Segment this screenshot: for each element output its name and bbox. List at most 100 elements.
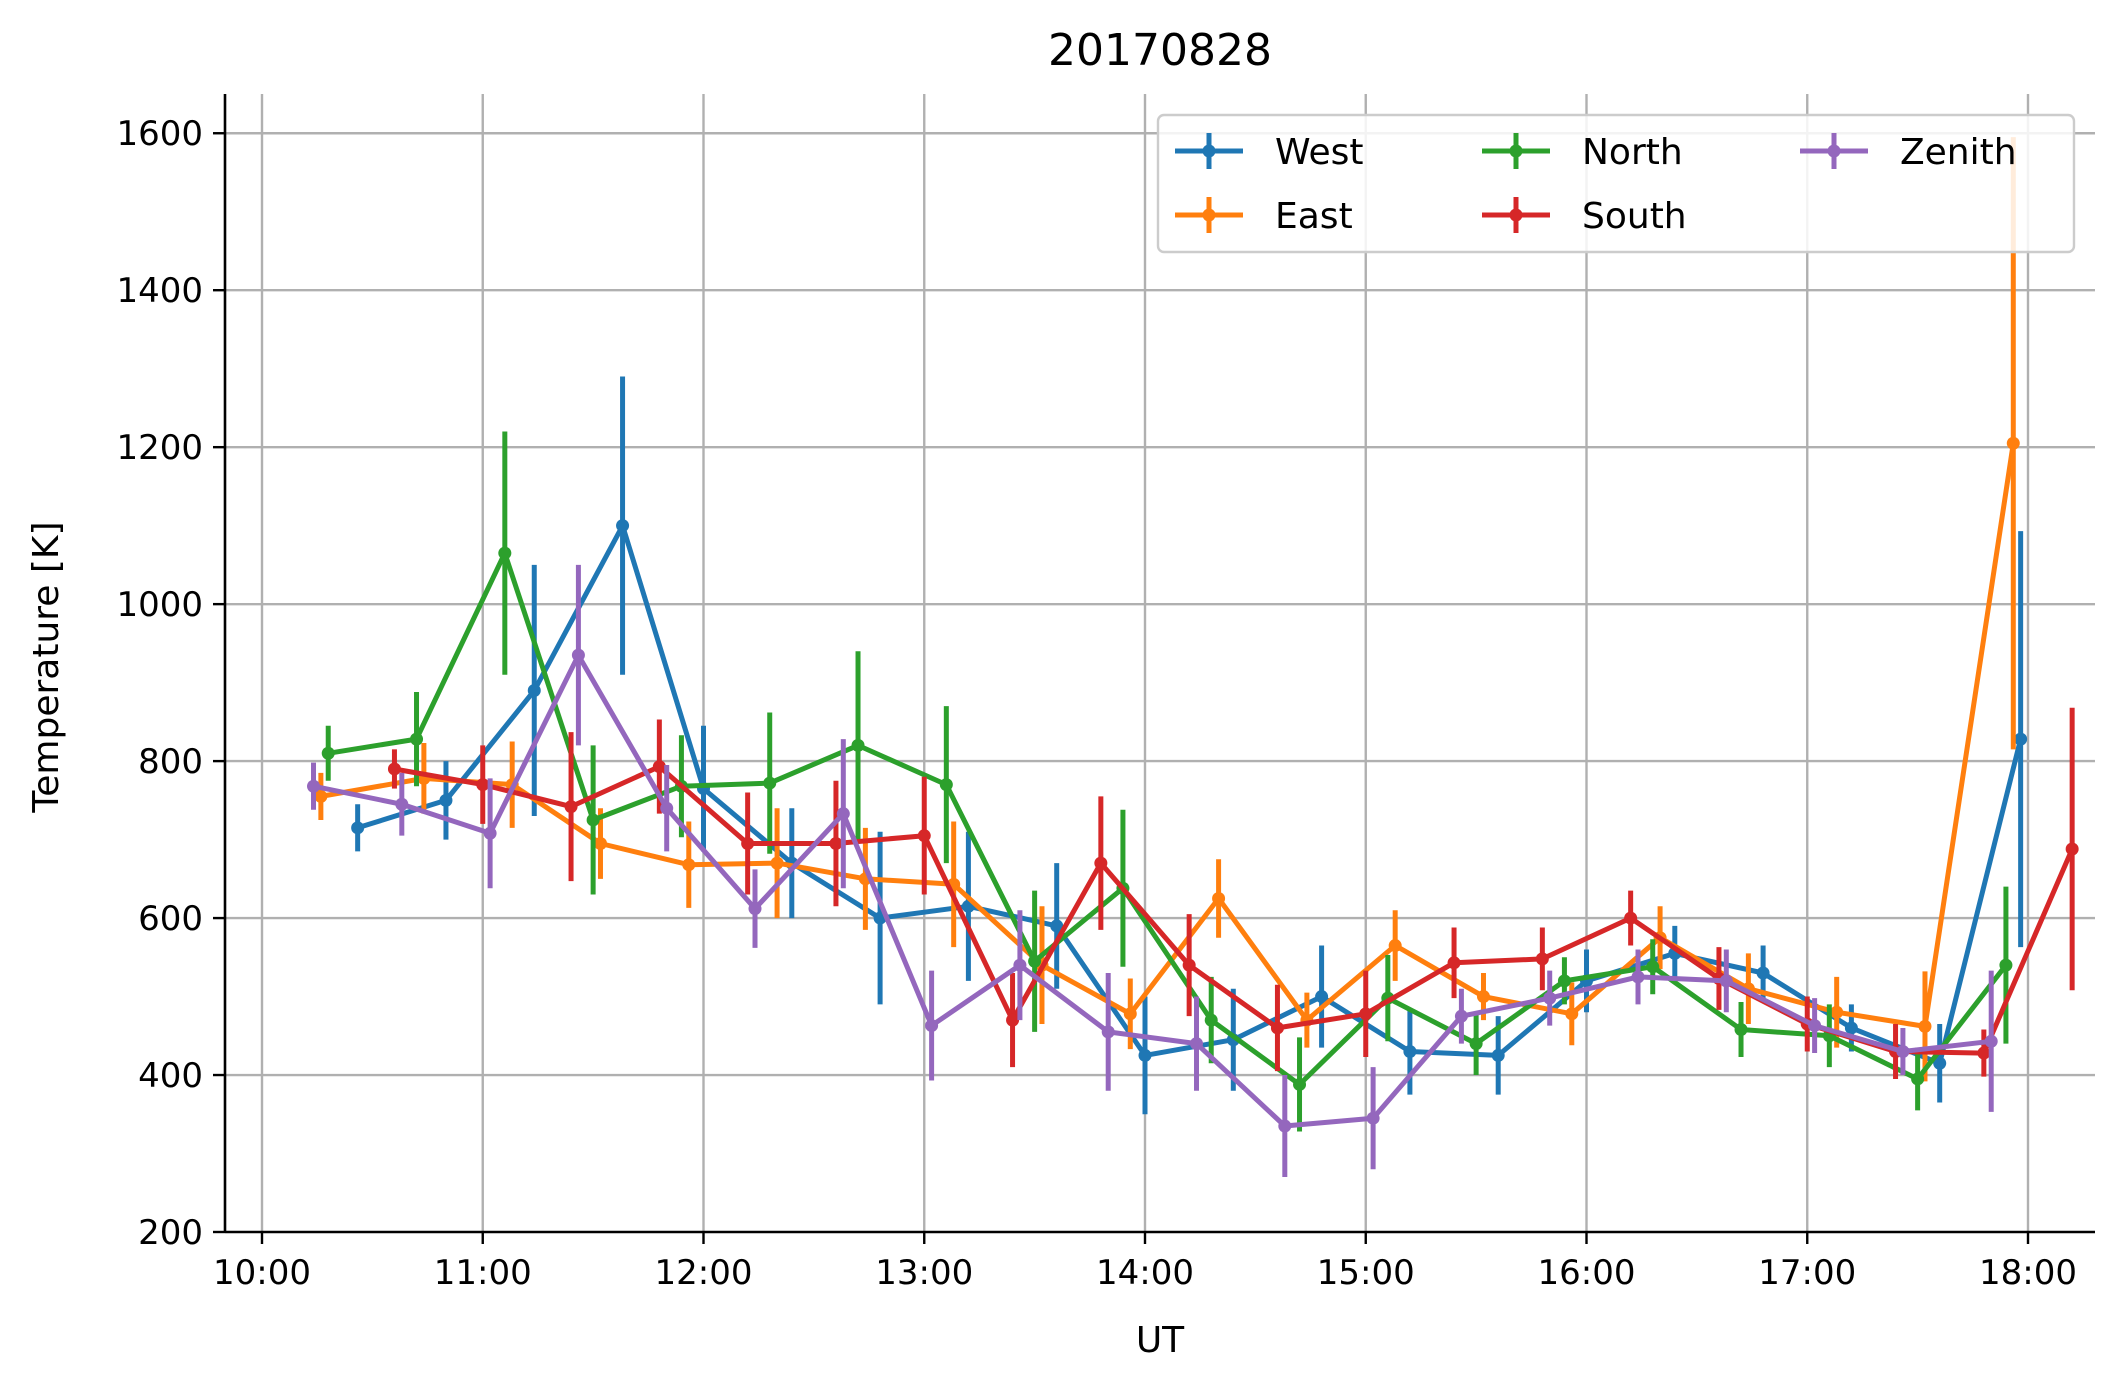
data-point xyxy=(1984,1034,1998,1048)
data-point xyxy=(1565,1007,1579,1021)
data-point xyxy=(1631,970,1645,984)
x-tick-label: 17:00 xyxy=(1758,1253,1856,1293)
series-zenith xyxy=(307,564,1998,1178)
data-point xyxy=(1094,856,1108,870)
y-tick-label: 600 xyxy=(138,899,203,939)
data-point xyxy=(1270,1021,1284,1035)
x-tick-label: 14:00 xyxy=(1096,1253,1194,1293)
data-point xyxy=(593,837,607,851)
data-point xyxy=(1138,1048,1152,1062)
legend-swatch-marker xyxy=(1827,144,1841,158)
x-axis-ticks: 10:00 11:00 12:00 13:00 14:00 15:00 16:00 17:00… xyxy=(213,1232,2077,1293)
data-point xyxy=(1999,958,2013,972)
data-point xyxy=(1756,966,1770,980)
data-point xyxy=(586,813,600,827)
data-point xyxy=(564,800,578,814)
data-point xyxy=(1278,1119,1292,1133)
y-tick-label: 1200 xyxy=(116,428,203,468)
data-point xyxy=(829,837,843,851)
data-point xyxy=(1293,1077,1307,1091)
legend-label: North xyxy=(1582,132,1683,173)
legend-label: East xyxy=(1275,196,1353,237)
legend-item-north: North xyxy=(1482,132,1683,173)
data-point xyxy=(1123,1007,1137,1021)
data-point xyxy=(939,778,953,792)
legend-item-zenith: Zenith xyxy=(1800,132,2017,173)
data-point xyxy=(1624,911,1638,925)
data-point xyxy=(1403,1044,1417,1058)
data-point xyxy=(770,856,784,870)
data-point xyxy=(2065,842,2079,856)
data-point xyxy=(1918,1019,1932,1033)
data-point xyxy=(527,683,541,697)
data-point xyxy=(1535,952,1549,966)
data-point xyxy=(1006,1013,1020,1027)
x-tick-label: 16:00 xyxy=(1538,1253,1636,1293)
data-point xyxy=(1190,1037,1204,1051)
data-point xyxy=(682,858,696,872)
data-point xyxy=(748,902,762,916)
y-tick-label: 1400 xyxy=(116,271,203,311)
legend-label: West xyxy=(1275,132,1364,173)
series-layer xyxy=(307,137,2079,1178)
legend-label: South xyxy=(1582,196,1687,237)
data-point xyxy=(2014,732,2028,746)
y-tick-label: 400 xyxy=(138,1056,203,1096)
data-point xyxy=(314,789,328,803)
series-line xyxy=(320,442,2016,1029)
x-axis-label: UT xyxy=(1136,1320,1185,1361)
x-tick-label: 13:00 xyxy=(875,1253,973,1293)
legend-swatch-marker xyxy=(1202,144,1216,158)
data-point xyxy=(1911,1072,1925,1086)
data-point xyxy=(1204,1013,1218,1027)
data-point xyxy=(1476,990,1490,1004)
series-north xyxy=(321,431,2013,1132)
axis-spines xyxy=(223,94,2095,1234)
x-tick-label: 10:00 xyxy=(213,1253,311,1293)
data-point xyxy=(1366,1111,1380,1125)
data-point xyxy=(2006,436,2020,450)
data-point xyxy=(741,837,755,851)
data-point xyxy=(387,762,401,776)
data-point xyxy=(1212,891,1226,905)
data-point xyxy=(1028,954,1042,968)
data-point xyxy=(483,826,497,840)
x-tick-label: 11:00 xyxy=(434,1253,532,1293)
x-tick-label: 12:00 xyxy=(655,1253,753,1293)
data-point xyxy=(1359,1007,1373,1021)
legend-item-west: West xyxy=(1175,132,1364,173)
data-point xyxy=(1543,991,1557,1005)
y-tick-label: 200 xyxy=(138,1213,203,1253)
data-point xyxy=(660,801,674,815)
data-point xyxy=(1734,1023,1748,1037)
data-point xyxy=(410,732,424,746)
data-point xyxy=(1844,1021,1858,1035)
data-point xyxy=(616,519,630,533)
chart-title: 20170828 xyxy=(1048,25,1272,76)
legend-item-south: South xyxy=(1482,196,1687,237)
data-point xyxy=(498,546,512,560)
data-point xyxy=(925,1019,939,1033)
data-point xyxy=(1830,1005,1844,1019)
data-point xyxy=(1454,1009,1468,1023)
data-point xyxy=(1388,939,1402,953)
y-tick-label: 1000 xyxy=(116,585,203,625)
legend-label: Zenith xyxy=(1900,132,2017,173)
data-point xyxy=(1447,956,1461,970)
data-point xyxy=(836,807,850,821)
legend-swatch-marker xyxy=(1509,208,1523,222)
data-point xyxy=(1719,974,1733,988)
data-point xyxy=(321,746,335,760)
data-point xyxy=(439,793,453,807)
series-line xyxy=(327,550,2008,1087)
legend-swatch-marker xyxy=(1202,208,1216,222)
data-point xyxy=(1315,990,1329,1004)
data-point xyxy=(1050,919,1064,933)
legend-item-east: East xyxy=(1175,196,1353,237)
y-tick-label: 800 xyxy=(138,742,203,782)
data-point xyxy=(763,776,777,790)
data-point xyxy=(571,648,585,662)
data-point xyxy=(1013,958,1027,972)
data-point xyxy=(1101,1025,1115,1039)
